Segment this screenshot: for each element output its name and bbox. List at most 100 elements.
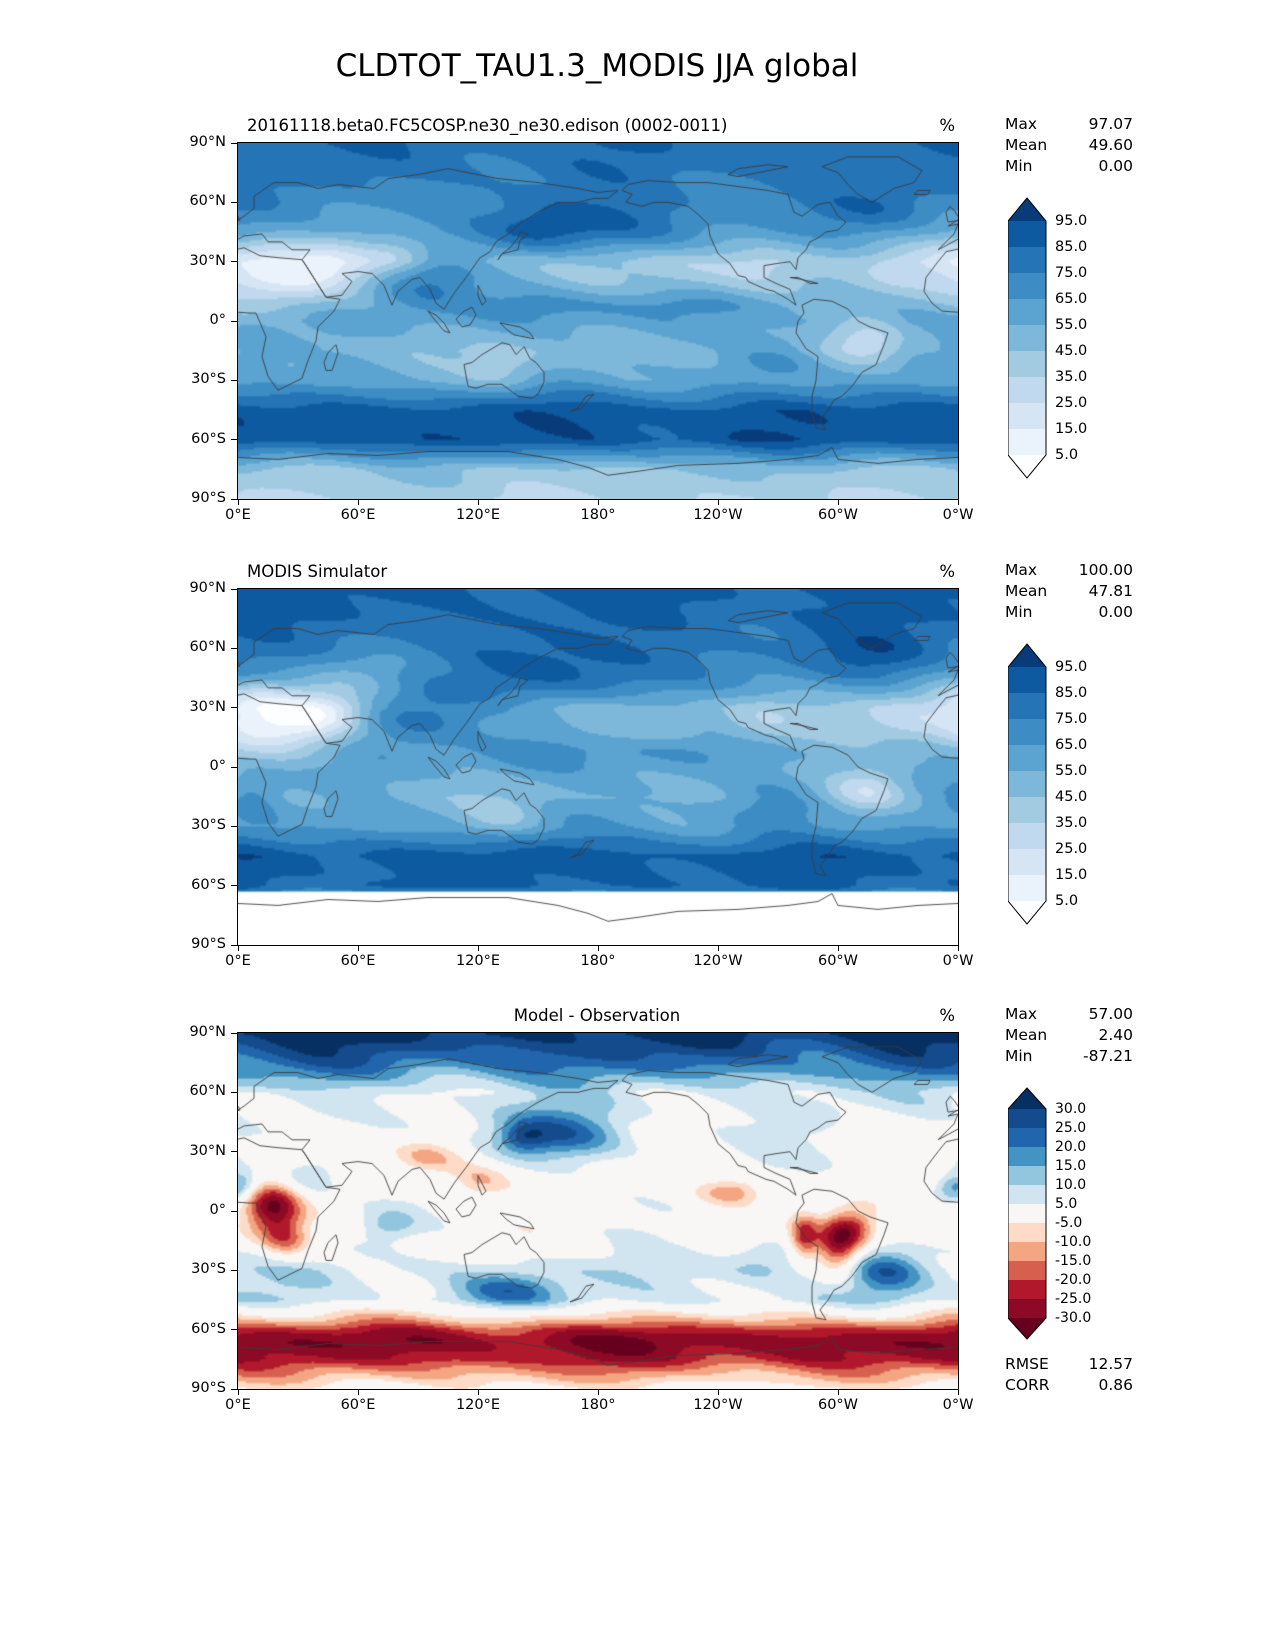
map-observation: 90°N 60°N 30°N 0° 30°S 60°S 90°S 0°E 60°E 120°E 18… [189,580,973,969]
lat-tick-mark [231,588,237,590]
lat-tick-label: 90°N [189,134,226,150]
footer-stat-label: RMSE [1005,1355,1049,1373]
stat-row: Max 100.00 [1005,560,1133,581]
colorbar-cell [1008,1128,1046,1147]
colorbar-outline [1008,1087,1047,1340]
colorbar-outline [1008,643,1047,925]
lat-tick-label: 60°N [189,193,226,210]
colorbar-tick-label: 25.0 [1055,1120,1086,1136]
lon-tick-mark [957,945,959,951]
colorbar-model: 95.0 85.0 75.0 65.0 55.0 45.0 35.0 25.0 15.0 5.0 [1008,197,1087,479]
lat-tick-label: 90°N [189,1024,226,1040]
lat-tick-label: 30°S [191,1261,226,1278]
colorbar-bottom-arrow [1008,1318,1046,1339]
lon-tick-label: 60°E [340,1397,376,1413]
colorbar-outline [1008,197,1047,479]
lat-tick-mark [231,766,237,768]
colorbar-tick-label: -10.0 [1055,1234,1091,1250]
panel-difference: Model - Observation % 90°N 60°N 30°N 0° 30°S… [0,1002,1275,1448]
panel-observation-unit-label: % [939,562,955,581]
lon-tick-label: 0°E [225,953,251,969]
lat-tick-mark [231,707,237,709]
colorbar-top-arrow [1008,198,1046,221]
colorbar-difference: 30.0 25.0 20.0 15.0 10.0 5.0 -5.0 -10.0 -15.0 -20… [1008,1087,1091,1340]
colorbar-tick-label: 65.0 [1055,737,1087,753]
colorbar-tick-label: -5.0 [1055,1215,1082,1231]
colorbar-tick-label: 75.0 [1055,265,1087,281]
map-canvas-model [238,143,958,499]
colorbar-cell [1008,247,1046,273]
stat-row: Max 57.00 [1005,1004,1133,1025]
lon-tick-label: 180° [580,1397,616,1413]
panel-model: 20161118.beta0.FC5COSP.ne30_ne30.edison … [0,112,1275,558]
lon-tick-label: 180° [580,507,616,523]
colorbar-cell [1008,1185,1046,1204]
colorbar-observation: 95.0 85.0 75.0 65.0 55.0 45.0 35.0 25.0 15.0 5.0 [1008,643,1087,925]
colorbar-tick-label: 10.0 [1055,1177,1086,1193]
stat-row: Mean 49.60 [1005,135,1133,156]
lon-tick-mark [237,1389,239,1395]
lon-tick-mark [597,945,599,951]
lon-tick-label: 180° [580,953,616,969]
stats-rmse-corr: RMSE 12.57 CORR 0.86 [1005,1354,1133,1396]
colorbar-tick-label: 45.0 [1055,789,1087,805]
lat-tick-mark [231,1329,237,1331]
footer-stat-label: CORR [1005,1376,1050,1394]
stat-row: Mean 47.81 [1005,581,1133,602]
colorbar-top-arrow [1008,644,1046,667]
lon-tick-label: 60°W [817,507,859,523]
panel-observation-subtitle: MODIS Simulator [247,562,388,581]
colorbar-tick-label: 15.0 [1055,867,1087,883]
colorbar-tick-label: 95.0 [1055,659,1087,675]
lat-tick-mark [231,1269,237,1271]
lon-tick-label: 60°W [817,953,859,969]
colorbar-cell [1008,1109,1046,1128]
stat-value: 49.60 [1088,136,1133,154]
stat-value: 97.07 [1088,115,1133,133]
lon-tick-label: 120°E [455,507,501,523]
lon-tick-mark [717,499,719,505]
colorbar-cell [1008,1223,1046,1242]
lon-tick-label: 60°W [817,1397,859,1413]
lat-tick-mark [231,1091,237,1093]
lat-tick-mark [231,647,237,649]
colorbar-cell [1008,1147,1046,1166]
map-difference: 90°N 60°N 30°N 0° 30°S 60°S 90°S 0°E 60°E 120°E 18… [189,1024,973,1413]
lon-tick-label: 120°W [693,953,743,969]
stat-value: -87.21 [1083,1047,1133,1065]
lat-tick-mark [231,439,237,441]
colorbar-tick-label: 5.0 [1055,893,1078,909]
lon-tick-mark [357,945,359,951]
colorbar-tick-label: 15.0 [1055,421,1087,437]
lat-tick-label: 90°S [191,1380,226,1396]
colorbar-tick-label: 20.0 [1055,1139,1086,1155]
colorbar-cell [1008,1261,1046,1280]
lat-tick-mark [231,944,237,946]
stat-row: Min -87.21 [1005,1046,1133,1067]
lon-tick-mark [357,1389,359,1395]
colorbar-tick-label: 95.0 [1055,213,1087,229]
map-model: 90°N 60°N 30°N 0° 30°S 60°S 90°S 0°E 60°E 120°E 18… [189,134,973,523]
stat-row: Min 0.00 [1005,156,1133,177]
lon-tick-label: 0°W [942,507,974,523]
footer-stat-row: RMSE 12.57 [1005,1354,1133,1375]
lon-tick-mark [237,945,239,951]
map-canvas-difference [238,1033,958,1389]
colorbar-cell [1008,1166,1046,1185]
lat-tick-label: 30°S [191,371,226,388]
colorbar-tick-label: 85.0 [1055,685,1087,701]
lat-tick-mark [231,1032,237,1034]
map-canvas-observation [238,589,958,945]
colorbar-bottom-arrow [1008,455,1046,478]
lat-tick-mark [231,498,237,500]
footer-stat-row: CORR 0.86 [1005,1375,1133,1396]
colorbar-tick-label: 25.0 [1055,841,1087,857]
stat-label: Min [1005,157,1033,175]
panel-model-subtitle: 20161118.beta0.FC5COSP.ne30_ne30.edison … [247,116,728,135]
stat-label: Max [1005,561,1038,579]
stats-observation: Max 100.00 Mean 47.81 Min 0.00 [1005,560,1133,623]
lon-tick-label: 120°W [693,1397,743,1413]
lon-tick-mark [357,499,359,505]
stat-row: Min 0.00 [1005,602,1133,623]
